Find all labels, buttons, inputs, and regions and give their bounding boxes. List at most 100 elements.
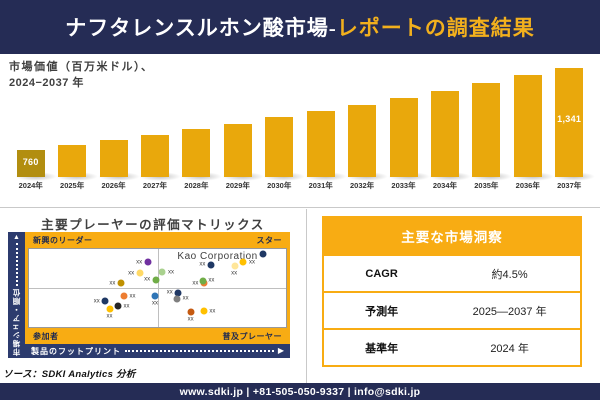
bar-2036年 [513, 75, 542, 177]
scatter-point-label: xx [109, 280, 116, 286]
quadrant-label-emerging-leaders: 新興のリーダー [33, 235, 93, 245]
scatter-point [259, 250, 267, 258]
y-axis-dashed-line [15, 243, 18, 286]
quadrant-label-star: スター [256, 235, 282, 245]
scatter-dot [207, 261, 215, 269]
matrix-title: 主要プレーヤーの評価マトリックス [41, 218, 265, 232]
quadrant-label-participants: 参加者 [33, 331, 59, 341]
scatter-point: xx [199, 261, 215, 269]
bar-slot [217, 65, 264, 181]
scatter-dot [259, 250, 267, 258]
matrix-bottom-strip: 参加者 普及プレーヤー [29, 328, 286, 344]
bar-2029年 [223, 124, 252, 177]
scatter-point: xx [199, 277, 215, 285]
scatter-dot [151, 292, 159, 300]
bar-slot [134, 65, 182, 181]
bar-slot: 760 [10, 65, 57, 181]
scatter-point-label: xx [151, 300, 158, 307]
row-value: 2024 年 [490, 342, 529, 355]
scatter-point: xx [173, 295, 189, 303]
matrix-y-axis: ▲ 市場シェア・順位 [8, 232, 25, 358]
bar-slot [259, 65, 306, 181]
bar-2032年 [348, 105, 377, 177]
bar-value-label: 760 [22, 157, 39, 167]
bar-slot [51, 65, 99, 181]
scatter-point: xx [144, 276, 160, 284]
bar-2027年 [140, 135, 169, 177]
bar-2037年: 1,341 [555, 68, 584, 177]
scatter-point-label: xx [182, 295, 189, 302]
insights-table: 主要な市場洞察 CAGR 約4.5% 予測年 2025—2037 年 基準年 2… [322, 216, 582, 367]
bar-2028年 [182, 129, 211, 177]
row-value: 約4.5% [491, 268, 528, 281]
x-tick-label: 2032年 [349, 181, 375, 190]
matrix-top-strip: 新興のリーダー スター [29, 232, 286, 248]
scatter-dot [174, 289, 182, 297]
scatter-dot [231, 262, 239, 270]
scatter-point-label: xx [192, 280, 199, 286]
scatter-point-label: xx [136, 259, 143, 266]
table-row-base-year: 基準年 2024 年 [324, 328, 580, 365]
scatter-point: xx [187, 308, 195, 323]
matrix-x-axis: 製品のフットプリント ▶ [25, 344, 290, 358]
chart-subtitle: 市場価値（百万米ドル）、 2024−2037 年 [9, 60, 154, 92]
scatter-dot [187, 308, 195, 316]
bar-chart-xaxis: 2024年 2025年 2026年 2027年 2028年 2029年 2030年 2031年… [10, 180, 590, 191]
scatter-dot [120, 292, 128, 300]
table-row-forecast-years: 予測年 2025—2037 年 [324, 291, 580, 328]
scatter-point: xx [231, 262, 239, 277]
x-tick-label: 2034年 [432, 181, 458, 190]
x-tick-label: 2031年 [308, 181, 333, 190]
bar-chart-bars: 760 1,341 [10, 65, 596, 181]
bar-slot [507, 65, 554, 181]
scatter-point: xx [200, 307, 216, 315]
player-matrix-panel: 主要プレーヤーの評価マトリックス ▲ 市場シェア・順位 新興のリーダー スター … [0, 209, 307, 383]
bar-2025年 [58, 145, 87, 177]
x-tick-label: 2033年 [391, 181, 416, 190]
page-title-main: ナフタレンスルホン酸市場- [65, 16, 337, 40]
bar-2030年 [265, 117, 294, 177]
bar-2024年: 760 [16, 150, 45, 177]
source-note: ソース：SDKI Analytics 分析 [3, 369, 136, 380]
bar-value-label: 1,341 [557, 114, 582, 124]
scatter-dot [239, 258, 247, 266]
scatter-point-label: xx [144, 276, 151, 283]
scatter-point: xx [128, 269, 144, 277]
scatter-point: xx [120, 292, 136, 300]
scatter-point-label: xx [209, 308, 216, 314]
x-tick-label: 2035年 [474, 181, 499, 190]
scatter-dot [117, 279, 125, 287]
scatter-dot [114, 302, 122, 310]
x-tick-label: 2027年 [142, 181, 168, 190]
row-label: 基準年 [365, 342, 399, 355]
scatter-point-label: xx [208, 277, 215, 284]
scatter-point: xx [136, 258, 152, 266]
scatter-point: xx [239, 258, 255, 266]
page-title-accent: レポートの調査結果 [336, 16, 535, 40]
arrow-right-icon: ▶ [277, 346, 284, 355]
bar-slot [341, 65, 389, 181]
arrow-up-icon: ▲ [13, 234, 20, 241]
bar-slot [93, 65, 140, 181]
scatter-point-label: xx [129, 293, 136, 300]
scatter-dot [173, 295, 181, 303]
x-tick-label: 2037年 [557, 181, 582, 190]
matrix-plot: Kao Corporation xx xx xx xx xx xx xx xx xx xx xx xx… [28, 248, 287, 328]
bar-2031年 [306, 111, 335, 177]
scatter-point: xx [94, 297, 109, 305]
matrix-frame: 新興のリーダー スター Kao Corporation xx xx xx xx xx xx… [25, 232, 290, 344]
scatter-point-label: xx [123, 303, 130, 310]
chart-subtitle-line2: 2024−2037 年 [9, 76, 84, 89]
x-axis-label: 製品のフットプリント [31, 346, 121, 356]
header-banner: ナフタレンスルホン酸市場- レポートの調査結果 [0, 0, 600, 54]
scatter-point-label: xx [231, 270, 238, 277]
bar-slot: 1,341 [548, 65, 596, 181]
row-label: CAGR [365, 267, 398, 280]
scatter-point: xx [106, 305, 114, 319]
scatter-dot [199, 277, 207, 285]
scatter-point-label: xx [128, 270, 135, 277]
x-tick-label: 2036年 [515, 181, 540, 190]
scatter-point-label: xx [199, 261, 206, 268]
market-insights-panel: 主要な市場洞察 CAGR 約4.5% 予測年 2025—2037 年 基準年 2… [308, 209, 600, 383]
market-value-chart-section: 市場価値（百万米ドル）、 2024−2037 年 760 1,341 2024年 2… [0, 54, 600, 208]
